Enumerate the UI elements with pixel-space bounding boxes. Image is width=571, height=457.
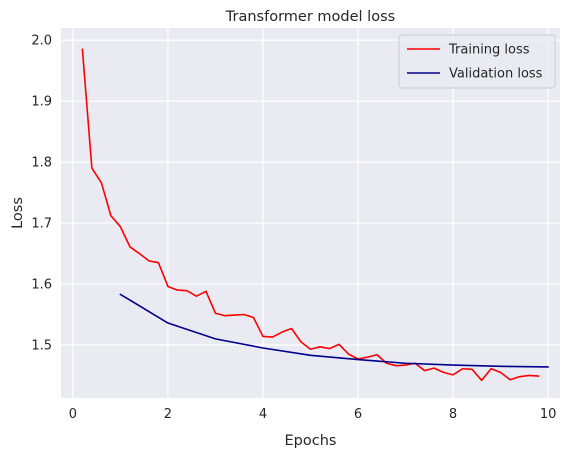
y-axis-label: Loss <box>10 197 26 229</box>
x-tick-label: 2 <box>164 407 172 422</box>
y-tick-label: 1.9 <box>31 95 52 110</box>
grid <box>61 28 560 398</box>
y-tick-label: 1.8 <box>31 156 52 171</box>
validation-loss-line <box>119 293 549 368</box>
series-lines <box>81 48 549 382</box>
legend: Training loss Validation loss <box>398 34 556 89</box>
y-tick-label: 1.6 <box>31 278 52 293</box>
chart-title: Transformer model loss <box>225 9 395 25</box>
training-loss-line <box>81 48 540 382</box>
y-tick-label: 1.7 <box>31 217 52 232</box>
y-tick-label: 2.0 <box>31 34 52 49</box>
x-tick-label: 8 <box>449 407 457 422</box>
legend-training-label: Training loss <box>448 43 530 58</box>
x-tick-label: 4 <box>259 407 267 422</box>
y-tick-label: 1.5 <box>31 338 52 353</box>
x-tick-label: 10 <box>540 407 557 422</box>
plot-area <box>61 28 560 398</box>
x-axis-label: Epochs <box>285 433 337 449</box>
x-tick-label: 6 <box>354 407 362 422</box>
y-axis-ticks: 1.5 1.6 1.7 1.8 1.9 2.0 <box>31 34 52 354</box>
legend-validation-label: Validation loss <box>449 67 543 82</box>
x-axis-ticks: 0 2 4 6 8 10 <box>69 407 557 422</box>
x-tick-label: 0 <box>69 407 77 422</box>
